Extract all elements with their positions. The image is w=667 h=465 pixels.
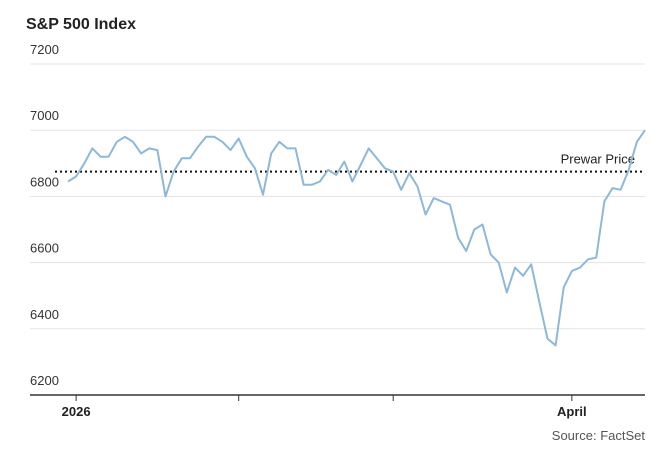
- y-tick-label: 6600: [30, 241, 59, 256]
- y-tick-label: 6400: [30, 307, 59, 322]
- y-tick-label: 7000: [30, 108, 59, 123]
- source: Source: FactSet: [552, 428, 646, 443]
- x-tick-label: 2026: [62, 404, 91, 419]
- y-tick-label: 6200: [30, 373, 59, 388]
- reference-label: Prewar Price: [561, 152, 635, 167]
- line: [67, 129, 646, 347]
- y-tick-label: 6800: [30, 174, 59, 189]
- x-tick-label: April: [557, 404, 587, 419]
- chart-title: S&P 500 Index: [26, 16, 136, 33]
- y-tick-label: 7200: [30, 42, 59, 57]
